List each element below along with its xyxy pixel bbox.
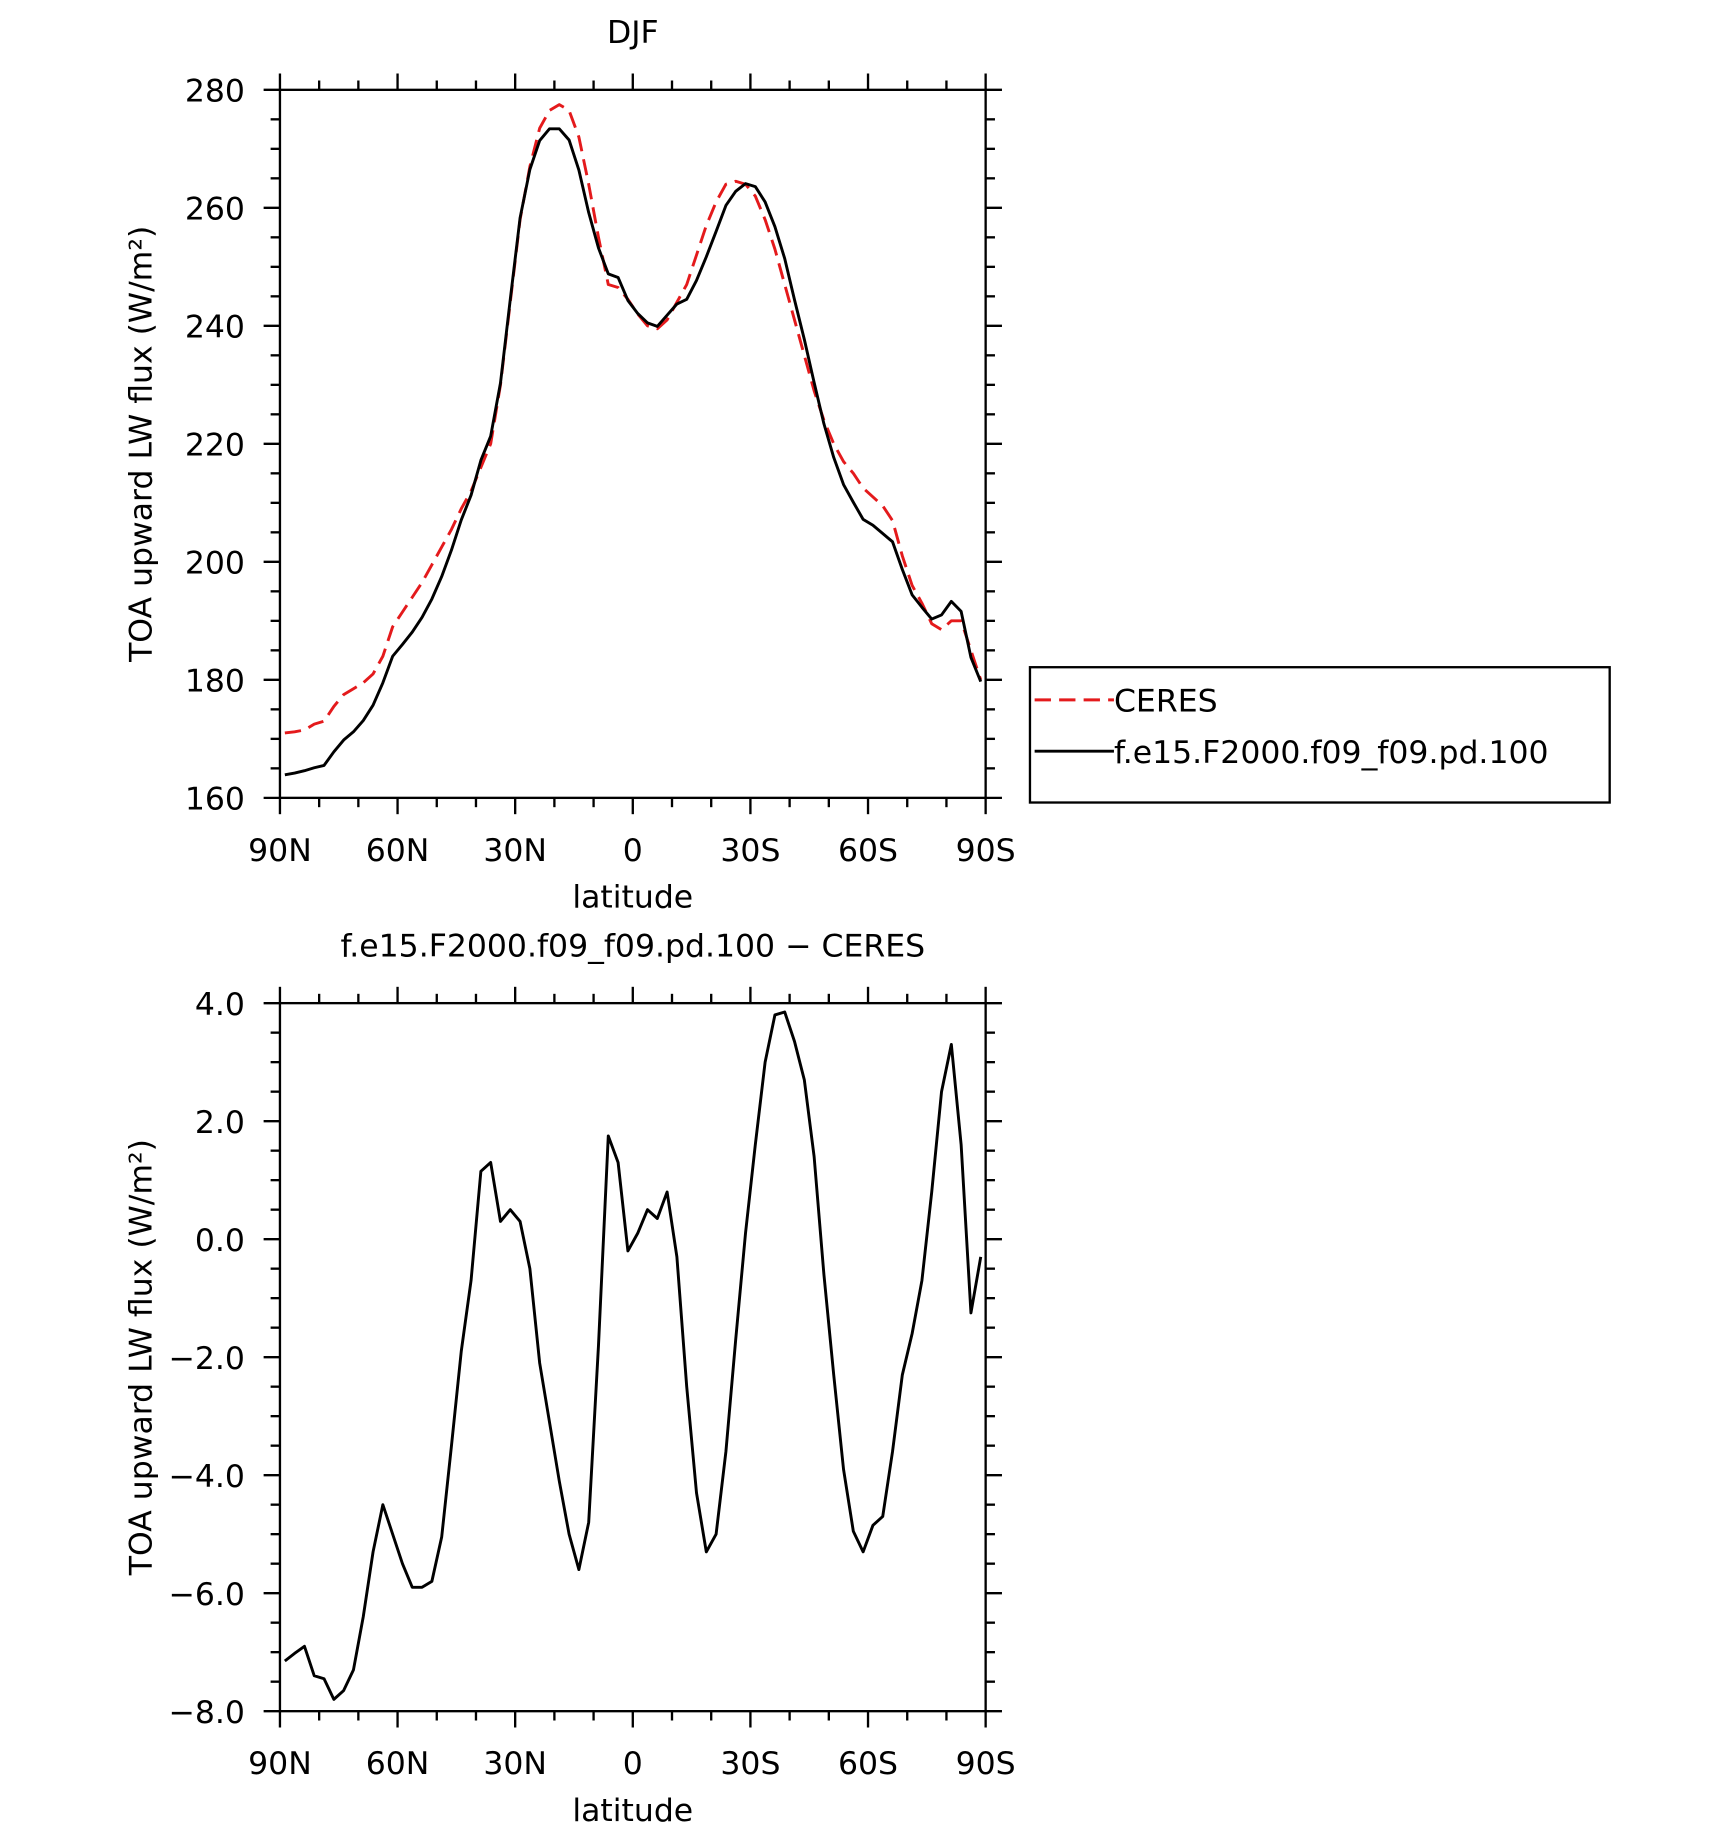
x-tick-label: 0	[623, 1746, 643, 1782]
legend-box	[1028, 666, 1611, 804]
data-line	[283, 1010, 983, 1701]
y-tick-label: 200	[185, 546, 245, 582]
x-tick-label: 60N	[366, 1746, 430, 1782]
x-tick-label: 90S	[956, 833, 1016, 869]
x-tick-label: 90N	[248, 833, 312, 869]
y-tick-label: −6.0	[168, 1577, 244, 1613]
y-tick-label: 180	[185, 664, 245, 700]
y-tick-label: 2.0	[195, 1105, 245, 1141]
x-axis-label: latitude	[572, 1793, 693, 1822]
legend-label: f.e15.F2000.f09_f09.pd.100	[1114, 735, 1549, 771]
y-tick-label: 220	[185, 428, 245, 464]
chart-title: f.e15.F2000.f09_f09.pd.100 − CERES	[340, 928, 925, 964]
legend-label: CERES	[1114, 684, 1218, 720]
y-tick-label: −4.0	[168, 1459, 244, 1495]
x-tick-label: 60N	[366, 833, 430, 869]
x-tick-label: 30S	[720, 833, 780, 869]
x-tick-label: 30N	[483, 833, 547, 869]
x-tick-label: 0	[623, 833, 643, 869]
x-tick-label: 90S	[956, 1746, 1016, 1782]
y-tick-label: 160	[185, 782, 245, 818]
x-tick-label: 90N	[248, 1746, 312, 1782]
y-tick-label: 240	[185, 310, 245, 346]
y-tick-label: 4.0	[195, 987, 245, 1023]
y-tick-label: −8.0	[168, 1695, 244, 1731]
y-tick-label: 0.0	[195, 1223, 245, 1259]
y-axis-label: TOA upward LW flux (W/m²)	[124, 226, 160, 663]
chart-title: DJF	[607, 15, 659, 51]
y-tick-label: 260	[185, 191, 245, 227]
x-tick-label: 60S	[838, 833, 898, 869]
y-tick-label: 280	[185, 73, 245, 109]
x-tick-label: 30N	[483, 1746, 547, 1782]
y-axis-label: TOA upward LW flux (W/m²)	[124, 1139, 160, 1576]
y-tick-label: −2.0	[168, 1341, 244, 1377]
x-axis-label: latitude	[572, 880, 693, 916]
x-tick-label: 60S	[838, 1746, 898, 1782]
data-line	[284, 127, 983, 777]
x-tick-label: 30S	[720, 1746, 780, 1782]
